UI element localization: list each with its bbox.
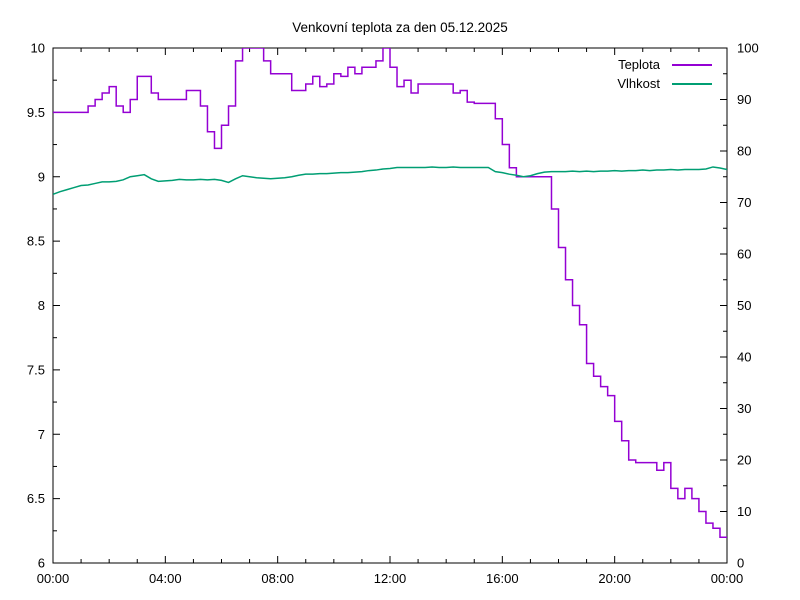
legend-label-vlhkost: Vlhkost (617, 76, 660, 91)
y-right-tick-label: 10 (737, 504, 751, 519)
series-line-teplota (53, 48, 727, 538)
y-right-tick-label: 20 (737, 453, 751, 468)
plot-border (52, 47, 728, 564)
vlhkost-line-swatch (672, 82, 712, 85)
y-right-tick-label: 0 (737, 556, 744, 571)
y-left-tick-label: 8 (38, 298, 45, 313)
y-left-tick-label: 8.5 (27, 234, 45, 249)
teplota-line-swatch (672, 63, 712, 66)
y-right-tick-label: 60 (737, 247, 751, 262)
legend-item-teplota: Teplota (618, 57, 712, 72)
y-right-tick-label: 40 (737, 350, 751, 365)
legend: Teplota Vlhkost (617, 57, 712, 91)
series-line-vlhkost (53, 166, 727, 195)
y-left-tick-label: 7.5 (27, 362, 45, 377)
y-right-tick-label: 90 (737, 92, 751, 107)
x-tick-label: 00:00 (37, 571, 70, 586)
y-left-tick-label: 9 (38, 169, 45, 184)
y-left-tick-label: 7 (38, 427, 45, 442)
chart-title: Venkovní teplota za den 05.12.2025 (292, 20, 508, 35)
x-tick-label: 20:00 (598, 571, 631, 586)
x-tick-label: 16:00 (486, 571, 519, 586)
y-right-tick-label: 50 (737, 298, 751, 313)
y-right-tick-label: 100 (737, 41, 759, 56)
y-right-tick-label: 30 (737, 401, 751, 416)
y-left-tick-label: 6.5 (27, 491, 45, 506)
y-left-tick-label: 9.5 (27, 105, 45, 120)
x-tick-label: 08:00 (261, 571, 294, 586)
x-tick-label: 04:00 (149, 571, 182, 586)
x-tick-label: 00:00 (711, 571, 744, 586)
y-left-tick-label: 10 (31, 41, 45, 56)
legend-item-vlhkost: Vlhkost (617, 76, 712, 91)
x-tick-label: 12:00 (374, 571, 407, 586)
y-right-tick-label: 80 (737, 144, 751, 159)
y-left-tick-label: 6 (38, 556, 45, 571)
y-right-tick-label: 70 (737, 195, 751, 210)
legend-label-teplota: Teplota (618, 57, 660, 72)
